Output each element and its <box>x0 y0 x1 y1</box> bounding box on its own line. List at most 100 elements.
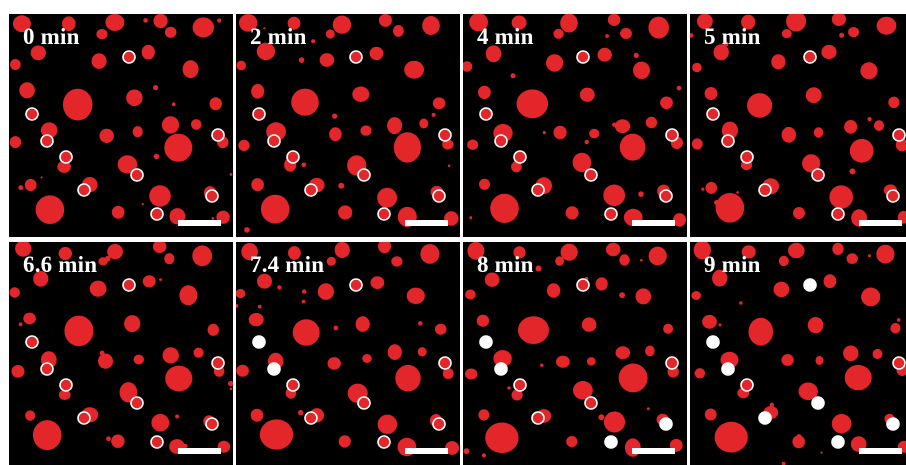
droplet-speck <box>540 364 543 367</box>
droplet <box>149 185 171 206</box>
droplet <box>814 127 824 137</box>
circled-droplet-marker <box>585 169 597 181</box>
droplet <box>151 414 169 432</box>
filled-marker <box>812 397 824 409</box>
droplet <box>162 116 179 133</box>
circled-droplet-marker <box>212 357 224 369</box>
droplet <box>236 61 246 71</box>
circled-droplet-marker <box>514 379 526 391</box>
droplet <box>598 48 612 62</box>
droplet-speck <box>897 318 901 322</box>
droplet-speck <box>230 173 233 176</box>
droplet <box>560 14 578 33</box>
scale-bar <box>859 220 902 226</box>
panel-0-min: 0 min <box>9 14 233 237</box>
droplet-speck <box>619 292 625 298</box>
scale-bar <box>178 448 221 454</box>
circled-droplet-marker <box>78 412 90 424</box>
droplet-speck <box>543 131 546 134</box>
circled-droplet-marker <box>378 208 390 220</box>
droplet <box>636 288 652 304</box>
droplet <box>877 17 897 35</box>
droplet-speck <box>536 266 542 272</box>
droplet <box>620 28 632 39</box>
droplet <box>848 27 859 37</box>
droplet <box>377 188 397 208</box>
droplet-speck <box>19 322 23 326</box>
droplet <box>64 316 93 347</box>
droplet-speck <box>217 18 221 22</box>
droplet <box>194 348 204 358</box>
droplet <box>874 120 884 131</box>
time-label: 0 min <box>23 24 80 50</box>
panel-8-min: 8 min <box>463 242 687 465</box>
droplet <box>419 119 428 129</box>
droplet <box>702 315 717 329</box>
droplet <box>165 366 192 392</box>
droplet <box>555 256 564 266</box>
droplet-speck <box>511 73 516 78</box>
circled-droplet-marker <box>26 108 38 120</box>
circled-droplet-marker <box>151 208 163 220</box>
droplet <box>582 317 597 331</box>
droplet <box>433 97 446 109</box>
droplet <box>404 61 424 79</box>
filled-marker <box>722 363 734 375</box>
droplet <box>604 412 625 433</box>
droplet <box>633 62 650 79</box>
droplet-speck <box>244 227 250 233</box>
droplet-speck <box>41 176 43 178</box>
droplet-speck <box>143 18 148 23</box>
droplet <box>208 324 219 336</box>
time-label: 4 min <box>477 24 534 50</box>
droplet <box>715 422 748 453</box>
droplet-speck <box>701 188 704 191</box>
droplet-speck <box>258 305 262 309</box>
droplet-speck <box>605 34 609 38</box>
droplet <box>547 283 560 297</box>
droplet <box>36 195 65 224</box>
droplet <box>485 423 518 454</box>
droplet <box>352 87 369 102</box>
droplet-speck <box>647 407 650 410</box>
droplet <box>164 134 192 162</box>
circled-droplet-marker <box>812 169 824 181</box>
droplet <box>10 136 22 148</box>
circled-droplet-marker <box>495 135 507 147</box>
droplet <box>716 193 745 223</box>
droplet-speck <box>598 414 604 420</box>
filled-marker <box>707 336 719 348</box>
droplet <box>782 29 792 38</box>
droplet-speck <box>469 216 472 219</box>
droplet <box>771 54 785 69</box>
droplet <box>153 242 167 253</box>
droplet <box>10 59 21 70</box>
droplet <box>291 89 319 116</box>
droplet <box>320 53 335 67</box>
droplet <box>251 178 264 191</box>
droplet <box>596 277 608 290</box>
circled-droplet-marker <box>212 129 224 141</box>
droplet-speck <box>332 114 337 119</box>
droplet-speck <box>153 85 158 90</box>
droplet <box>518 316 549 344</box>
droplet <box>692 63 702 73</box>
droplet <box>370 47 384 60</box>
time-label: 7.4 min <box>250 252 324 278</box>
droplet <box>210 97 222 110</box>
droplet <box>465 369 477 380</box>
droplet-speck <box>482 453 486 457</box>
droplet <box>566 206 579 219</box>
droplet-speck <box>175 415 179 419</box>
droplet <box>861 288 880 307</box>
circled-droplet-marker <box>439 357 451 369</box>
droplet <box>691 291 701 300</box>
droplet <box>333 16 351 34</box>
droplet <box>829 185 853 208</box>
circled-droplet-marker <box>287 379 299 391</box>
droplet <box>490 194 519 223</box>
droplet <box>407 288 425 304</box>
droplet-speck <box>265 198 269 202</box>
scale-bar <box>405 220 448 226</box>
circled-droplet-marker <box>358 169 370 181</box>
